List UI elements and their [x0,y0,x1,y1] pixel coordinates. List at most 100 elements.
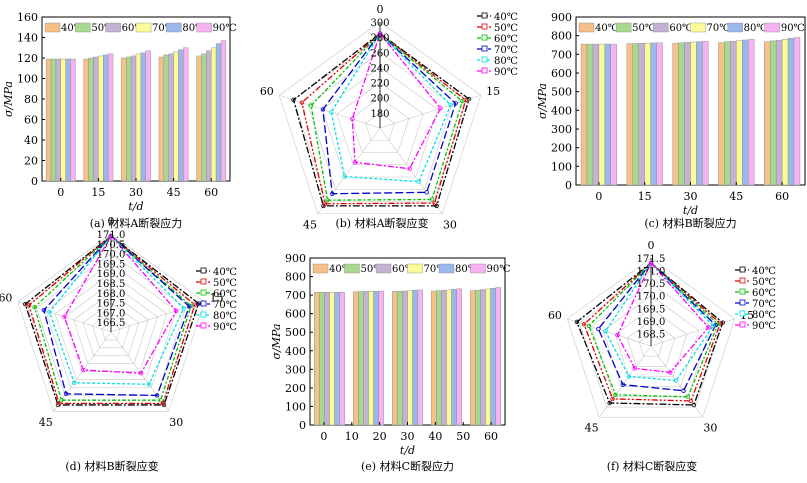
bar-90℃-30 [702,41,709,186]
legend-marker [739,321,746,328]
radar-point [138,371,144,376]
radar-spoke [317,127,381,214]
radar-axis-label: 60 [548,309,562,322]
legend-marker [200,311,207,318]
bar-70℃-0 [60,58,66,182]
y-tick-label: 600 [285,308,306,321]
radar-series-60℃ [588,262,719,398]
x-tick-label: 40 [428,430,442,443]
radar-point [416,179,422,184]
radar-chart-d: 015304560166.5167.0167.5168.0168.5169.01… [0,215,237,473]
y-axis-label: σ/MPa [2,81,15,117]
legend-marker [739,266,746,273]
legend-label: 40℃ [61,23,85,34]
bar-70℃-30 [690,41,697,186]
bar-60℃-45 [168,53,174,182]
bar-50℃-0 [586,43,594,186]
bar-80℃-45 [742,39,749,186]
bar-70℃-30 [135,53,142,182]
radar-point [603,329,608,334]
bar-60℃-45 [730,41,737,186]
x-tick-label: 60 [204,186,218,199]
radar-point [330,191,335,196]
y-tick-label: 300 [551,123,572,136]
legend-label: 60℃ [213,289,237,300]
y-tick-label: 0 [565,179,572,192]
legend-label: 80℃ [182,23,206,34]
radar-r-tick-label: 167.0 [97,308,126,319]
y-tick-label: 300 [285,363,306,376]
radar-point [460,99,465,104]
radar-point [308,103,314,108]
radar-r-tick-label: 170.0 [637,292,666,303]
bar-40℃-45 [431,290,437,426]
legend-marker [481,34,488,41]
radar-series-90℃ [616,261,710,374]
radar-r-tick-label: 171.5 [637,254,666,265]
legend-marker [200,267,207,274]
legend-swatch [166,22,182,33]
legend-swatch [312,263,329,274]
legend-label: 70℃ [707,23,731,34]
y-tick-label: 700 [285,289,306,302]
legend-marker [200,322,207,329]
radar-point [158,397,163,403]
legend-label: 90℃ [487,264,511,275]
radar-point [720,320,725,325]
radar-point [154,393,160,398]
bar-90℃-0 [610,43,617,186]
bar-60℃-30 [402,290,408,426]
radar-grid-ring [101,321,121,341]
radar-point [181,306,186,311]
x-tick-label: 0 [595,190,602,203]
bar-90℃-45 [183,47,189,182]
legend-swatch [135,22,152,33]
bar-80℃-30 [140,52,146,182]
bar-50℃-45 [436,290,442,426]
bar-60℃-15 [93,56,99,182]
y-tick-label: 600 [551,67,572,80]
radar-point [352,160,358,165]
legend-label: 80℃ [494,56,518,67]
legend-label: 50℃ [752,277,776,288]
radar-point [596,326,601,332]
legend: 40℃50℃60℃70℃80℃90℃ [196,267,237,333]
figure-caption: (a) 材料A断裂应力 [90,216,183,230]
legend-label: 80℃ [455,264,479,275]
bar-90℃-60 [495,287,501,426]
bar-70℃-60 [781,39,789,186]
x-axis-label: t/d [683,204,698,217]
x-tick-label: 10 [345,430,359,443]
radar-grid-ring [293,36,467,202]
radar-series-90℃ [351,32,442,170]
figure-caption: (d) 材料B断裂应变 [65,459,158,473]
radar-r-tick-label: 171.0 [97,230,126,241]
bar-80℃-30 [412,290,418,426]
bar-40℃-15 [353,291,359,426]
x-tick-label: 20 [373,430,387,443]
bar-50℃-60 [201,53,207,182]
figure-caption: (f) 材料C断裂应变 [607,459,698,473]
bar-50℃-15 [88,57,94,182]
radar-point [32,304,37,310]
radar-point [23,301,28,307]
y-tick-label: 700 [551,48,572,61]
radar-grid-ring [322,67,438,178]
radar-r-tick-label: 168.5 [637,329,666,340]
y-tick-label: 100 [285,400,306,413]
bar-50℃-15 [358,291,364,426]
radar-grid-ring [350,97,410,153]
radar-point [586,323,592,328]
bar-90℃-0 [339,292,345,426]
radar-point [668,370,673,375]
y-axis-label: σ/MPa [270,324,283,360]
bar-50℃-45 [724,41,731,186]
radar-series-40℃ [576,262,724,406]
bar-90℃-45 [748,39,755,186]
legend-marker [200,278,207,285]
radar-point [81,367,86,373]
bar-80℃-45 [178,49,184,182]
radar-r-tick-label: 180 [370,109,389,120]
y-tick-label: 400 [285,345,306,358]
legend-label: 40℃ [329,264,353,275]
